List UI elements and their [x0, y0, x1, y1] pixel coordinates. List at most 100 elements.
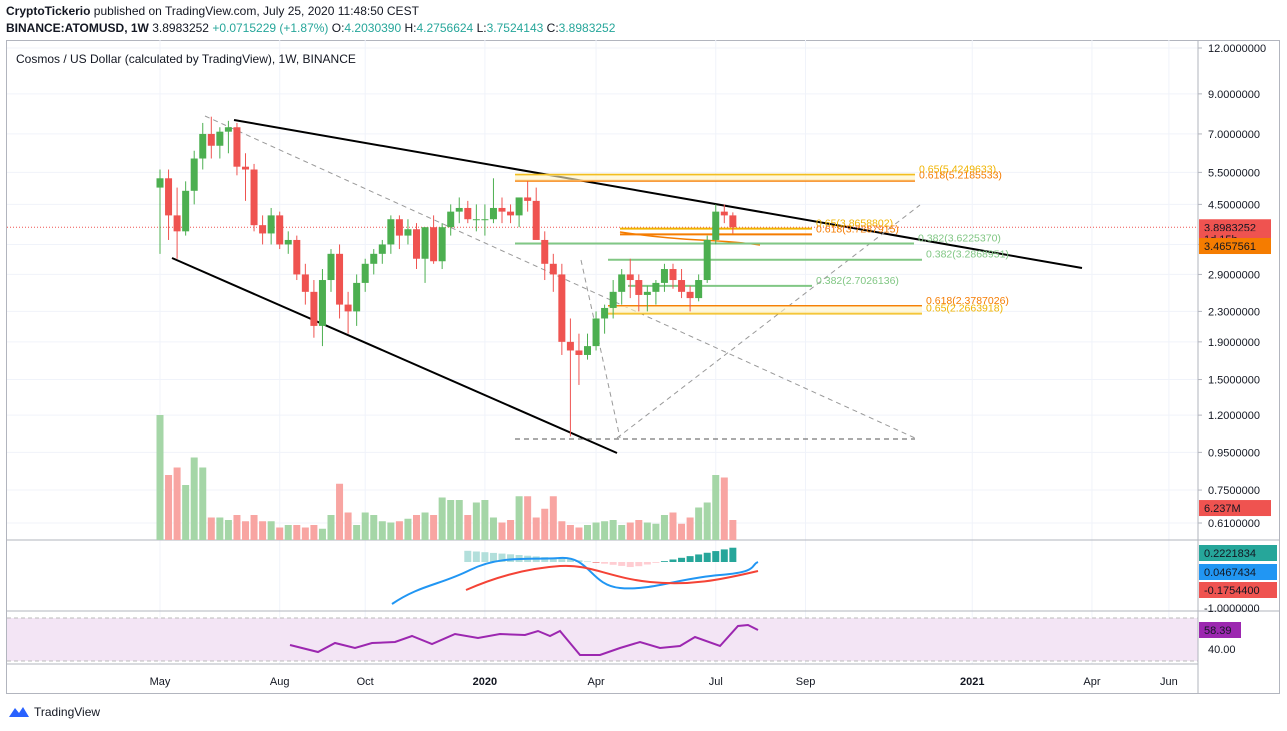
price-tick-label: 2.9000000 [1208, 269, 1260, 281]
macd-histogram-bar [652, 562, 660, 563]
time-tick-label: Jun [1160, 676, 1178, 688]
macd-histogram-bar [626, 562, 634, 568]
macd-histogram-bar [481, 552, 489, 562]
price-axis-badge [1199, 500, 1271, 517]
publisher-name[interactable]: CryptoTickerio [6, 4, 91, 18]
candle-body [609, 291, 617, 308]
candle-body [695, 280, 703, 299]
macd-histogram-bar [489, 552, 497, 562]
candle-body [173, 215, 181, 232]
volume-bar [720, 477, 728, 540]
macd-histogram-bar [635, 562, 643, 567]
candle-body [464, 207, 472, 220]
fib-level-label: 0.382(3.6225370) [918, 233, 1001, 245]
volume-bar [327, 515, 335, 540]
close-value: 3.8983252 [558, 21, 616, 35]
candle-body [703, 239, 711, 281]
volume-bar [336, 483, 344, 540]
fib-level-label: 0.618(5.2185533) [919, 170, 1002, 182]
macd-histogram-bar [558, 558, 566, 562]
time-tick-label: Sep [796, 676, 816, 688]
time-axis: May Aug Oct 2020 Apr Jul Sep 2021 Apr Jun [7, 663, 1198, 688]
volume-bar [584, 525, 591, 540]
candle-body [293, 239, 301, 275]
volume-bar [455, 500, 463, 540]
price-tick-label: 0.7500000 [1208, 485, 1260, 497]
macd-histogram-bar [678, 557, 686, 562]
volume-bar [284, 525, 292, 540]
candle-body [438, 227, 446, 262]
candle-body [284, 239, 292, 245]
macd-histogram-bar [660, 561, 668, 562]
candle-body [498, 207, 506, 212]
open-value: 4.2030390 [344, 21, 402, 35]
candle-body [489, 207, 497, 220]
volume-bar [370, 515, 378, 540]
volume-bar [678, 523, 686, 540]
candle-body [370, 253, 378, 264]
candle-body [165, 178, 173, 216]
footer-brand-label: TradingView [34, 705, 101, 719]
fib-level-label: 0.382(2.7026136) [816, 275, 899, 287]
price-tick-label: 2.3000000 [1208, 306, 1260, 318]
volume-bar [242, 521, 249, 540]
candle-body [524, 197, 532, 201]
open-label: O: [331, 21, 345, 35]
candle-body [549, 263, 557, 275]
macd-histogram-bar [720, 549, 728, 562]
volume-bar [430, 515, 438, 540]
time-tick-label: May [150, 676, 171, 688]
volume-bar [609, 520, 617, 540]
volume-bar [361, 512, 369, 540]
volume-bar [575, 527, 583, 540]
volume-bar [669, 512, 677, 540]
dashed-projection-line [580, 259, 621, 439]
time-tick-label: Aug [270, 676, 290, 688]
candle-body [592, 318, 600, 347]
macd-histogram-bar [472, 551, 480, 562]
footer-brand[interactable]: TradingView [8, 705, 100, 719]
volume-bar [310, 525, 318, 540]
candle-body [301, 274, 309, 292]
candle-body [455, 207, 463, 212]
time-tick-label: 2020 [473, 676, 497, 688]
candle-body [156, 178, 164, 188]
price-axis-badge-label: 3.4657561 [1204, 241, 1256, 253]
macd-histogram-bar [669, 559, 677, 562]
candle-body [378, 244, 386, 254]
fib-level-label: 0.65(5.4249633) [919, 164, 996, 176]
macd-histogram-bar [549, 557, 557, 562]
macd-histogram-bar [729, 547, 737, 562]
volume-bar [635, 520, 643, 540]
volume-bar [378, 521, 386, 540]
fib-level-label: 0.65(2.2663918) [926, 302, 1003, 314]
candle-body [472, 219, 480, 221]
price-tick-label: 9.0000000 [1208, 89, 1260, 101]
candle-body [387, 219, 395, 245]
macd-signal-line [465, 564, 759, 591]
volume-bar [216, 517, 224, 540]
macd-histogram-bar [686, 556, 694, 562]
volume-bar [190, 457, 198, 540]
fib-levels: 0.65(5.4249633)0.618(5.2185533) 0.65(3.86… [515, 164, 1009, 315]
candle-body [660, 269, 668, 283]
price-tick-label: 5.5000000 [1208, 167, 1260, 179]
volume-bar [566, 525, 574, 540]
candle-body [618, 274, 626, 292]
volume-bar [438, 497, 446, 540]
candle-body [652, 282, 660, 292]
macd-histogram-bar [643, 562, 651, 565]
candle-body [669, 269, 677, 281]
price-axis-badge-label: 6.237M [1204, 503, 1241, 515]
price-tick-label: 0.9500000 [1208, 447, 1260, 459]
fib-level-label: 0.65(3.8658802) [816, 218, 893, 230]
candle-body [267, 215, 275, 234]
candle-body [507, 211, 515, 216]
candle-body [729, 215, 737, 228]
macd-histogram-bar [712, 551, 720, 562]
volume-bar [660, 515, 668, 540]
candle-body [413, 229, 420, 259]
volume-bar [353, 525, 361, 540]
price-grid [7, 40, 1280, 664]
